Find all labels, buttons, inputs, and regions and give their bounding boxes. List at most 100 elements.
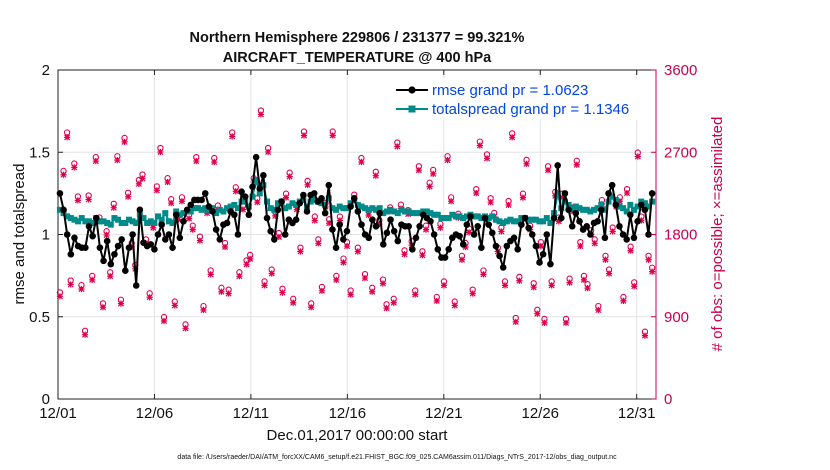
rmse-point [630, 234, 638, 242]
obs-assimilated-point [541, 319, 548, 326]
obs-assimilated-point [483, 155, 491, 162]
obs-assimilated-point [361, 274, 369, 282]
rmse-point [478, 244, 485, 251]
legend-spread-marker [408, 105, 416, 113]
totalspread-point [620, 205, 627, 212]
obs-assimilated-point [265, 148, 272, 156]
obs-assimilated-point [634, 153, 641, 160]
obs-assimilated-point [415, 167, 422, 174]
totalspread-point [245, 203, 252, 210]
totalspread-point [267, 205, 274, 212]
obs-assimilated-point [318, 287, 326, 294]
x-tick-label: 12/16 [329, 405, 367, 422]
obs-assimilated-point [555, 218, 562, 225]
totalspread-point [213, 210, 220, 217]
obs-assimilated-point [103, 231, 110, 239]
rmse-point [147, 241, 155, 248]
obs-assimilated-point [300, 132, 308, 139]
rmse-point [525, 224, 532, 232]
totalspread-point [96, 218, 103, 225]
rmse-point [641, 206, 649, 214]
rmse-point [132, 282, 140, 289]
totalspread-point [176, 211, 183, 218]
obs-assimilated-point [293, 206, 300, 213]
obs-assimilated-point [584, 284, 591, 292]
totalspread-point [463, 213, 470, 220]
obs-assimilated-point [444, 157, 451, 164]
rmse-point [151, 246, 158, 253]
obs-assimilated-point [279, 289, 286, 296]
totalspread-point [583, 206, 590, 213]
obs-assimilated-point [358, 158, 365, 166]
obs-assimilated-point [243, 261, 250, 268]
rmse-point [118, 236, 125, 243]
totalspread-point [71, 216, 78, 223]
totalspread-point [456, 213, 463, 220]
obs-assimilated-point [451, 302, 458, 309]
legend-spread-label: totalspread grand pr = 1.1346 [432, 101, 629, 118]
totalspread-point [64, 213, 71, 220]
totalspread-point [303, 203, 310, 210]
rmse-point [63, 231, 71, 238]
rmse-point [198, 196, 205, 204]
rmse-point [409, 246, 416, 253]
totalspread-point [333, 206, 340, 213]
rmse-point [245, 211, 253, 219]
rmse-point [547, 260, 554, 268]
rmse-point [558, 214, 565, 222]
y-tick-label: 1 [42, 227, 50, 244]
obs-assimilated-point [573, 161, 580, 168]
obs-assimilated-point [422, 226, 430, 233]
totalspread-point [293, 201, 300, 208]
totalspread-point [155, 213, 162, 220]
obs-assimilated-point [153, 187, 160, 194]
obs-assimilated-point [71, 164, 78, 171]
obs-assimilated-point [64, 134, 71, 141]
rmse-point [165, 231, 173, 238]
rmse-point [176, 234, 184, 242]
obs-assimilated-point [412, 291, 419, 298]
rmse-point [300, 191, 307, 199]
rmse-point [387, 216, 394, 223]
rmse-point [634, 218, 641, 225]
obs-assimilated-point [383, 305, 390, 312]
totalspread-point [365, 206, 372, 213]
x-tick-label: 12/01 [39, 405, 77, 422]
totalspread-point [227, 203, 234, 210]
totalspread-point [532, 216, 539, 223]
totalspread-point [645, 203, 652, 210]
obs-assimilated-point [211, 158, 218, 166]
obs-assimilated-point [437, 224, 444, 231]
obs-assimilated-point [135, 180, 142, 188]
totalspread-point [56, 206, 63, 213]
totalspread-point [311, 196, 318, 203]
obs-assimilated-point [340, 259, 347, 266]
obs-assimilated-point [354, 248, 361, 255]
rmse-point [532, 242, 540, 250]
rmse-point [310, 190, 318, 197]
obs-assimilated-point [577, 242, 584, 250]
totalspread-point [187, 208, 194, 215]
obs-assimilated-point [448, 198, 455, 205]
totalspread-point [641, 200, 648, 207]
obs-assimilated-point [329, 132, 336, 139]
rmse-point [114, 242, 122, 250]
obs-assimilated-point [254, 199, 261, 206]
rmse-point [296, 199, 304, 207]
obs-assimilated-point [336, 217, 343, 224]
totalspread-point [609, 193, 616, 200]
obs-assimilated-point [200, 306, 207, 314]
obs-assimilated-point [268, 270, 275, 277]
rmse-point [340, 236, 347, 243]
obs-assimilated-point [326, 220, 333, 227]
legend-box [390, 78, 654, 120]
obs-assimilated-point [645, 256, 652, 263]
rmse-point [201, 190, 209, 197]
rmse-point [583, 222, 591, 230]
obs-assimilated-point [566, 279, 573, 286]
rmse-point [267, 227, 274, 235]
totalspread-point [133, 219, 140, 226]
y2-axis-ticks: 0 900 1800 2700 3600 [651, 62, 697, 408]
obs-assimilated-point [257, 111, 265, 118]
rmse-point [416, 222, 423, 230]
